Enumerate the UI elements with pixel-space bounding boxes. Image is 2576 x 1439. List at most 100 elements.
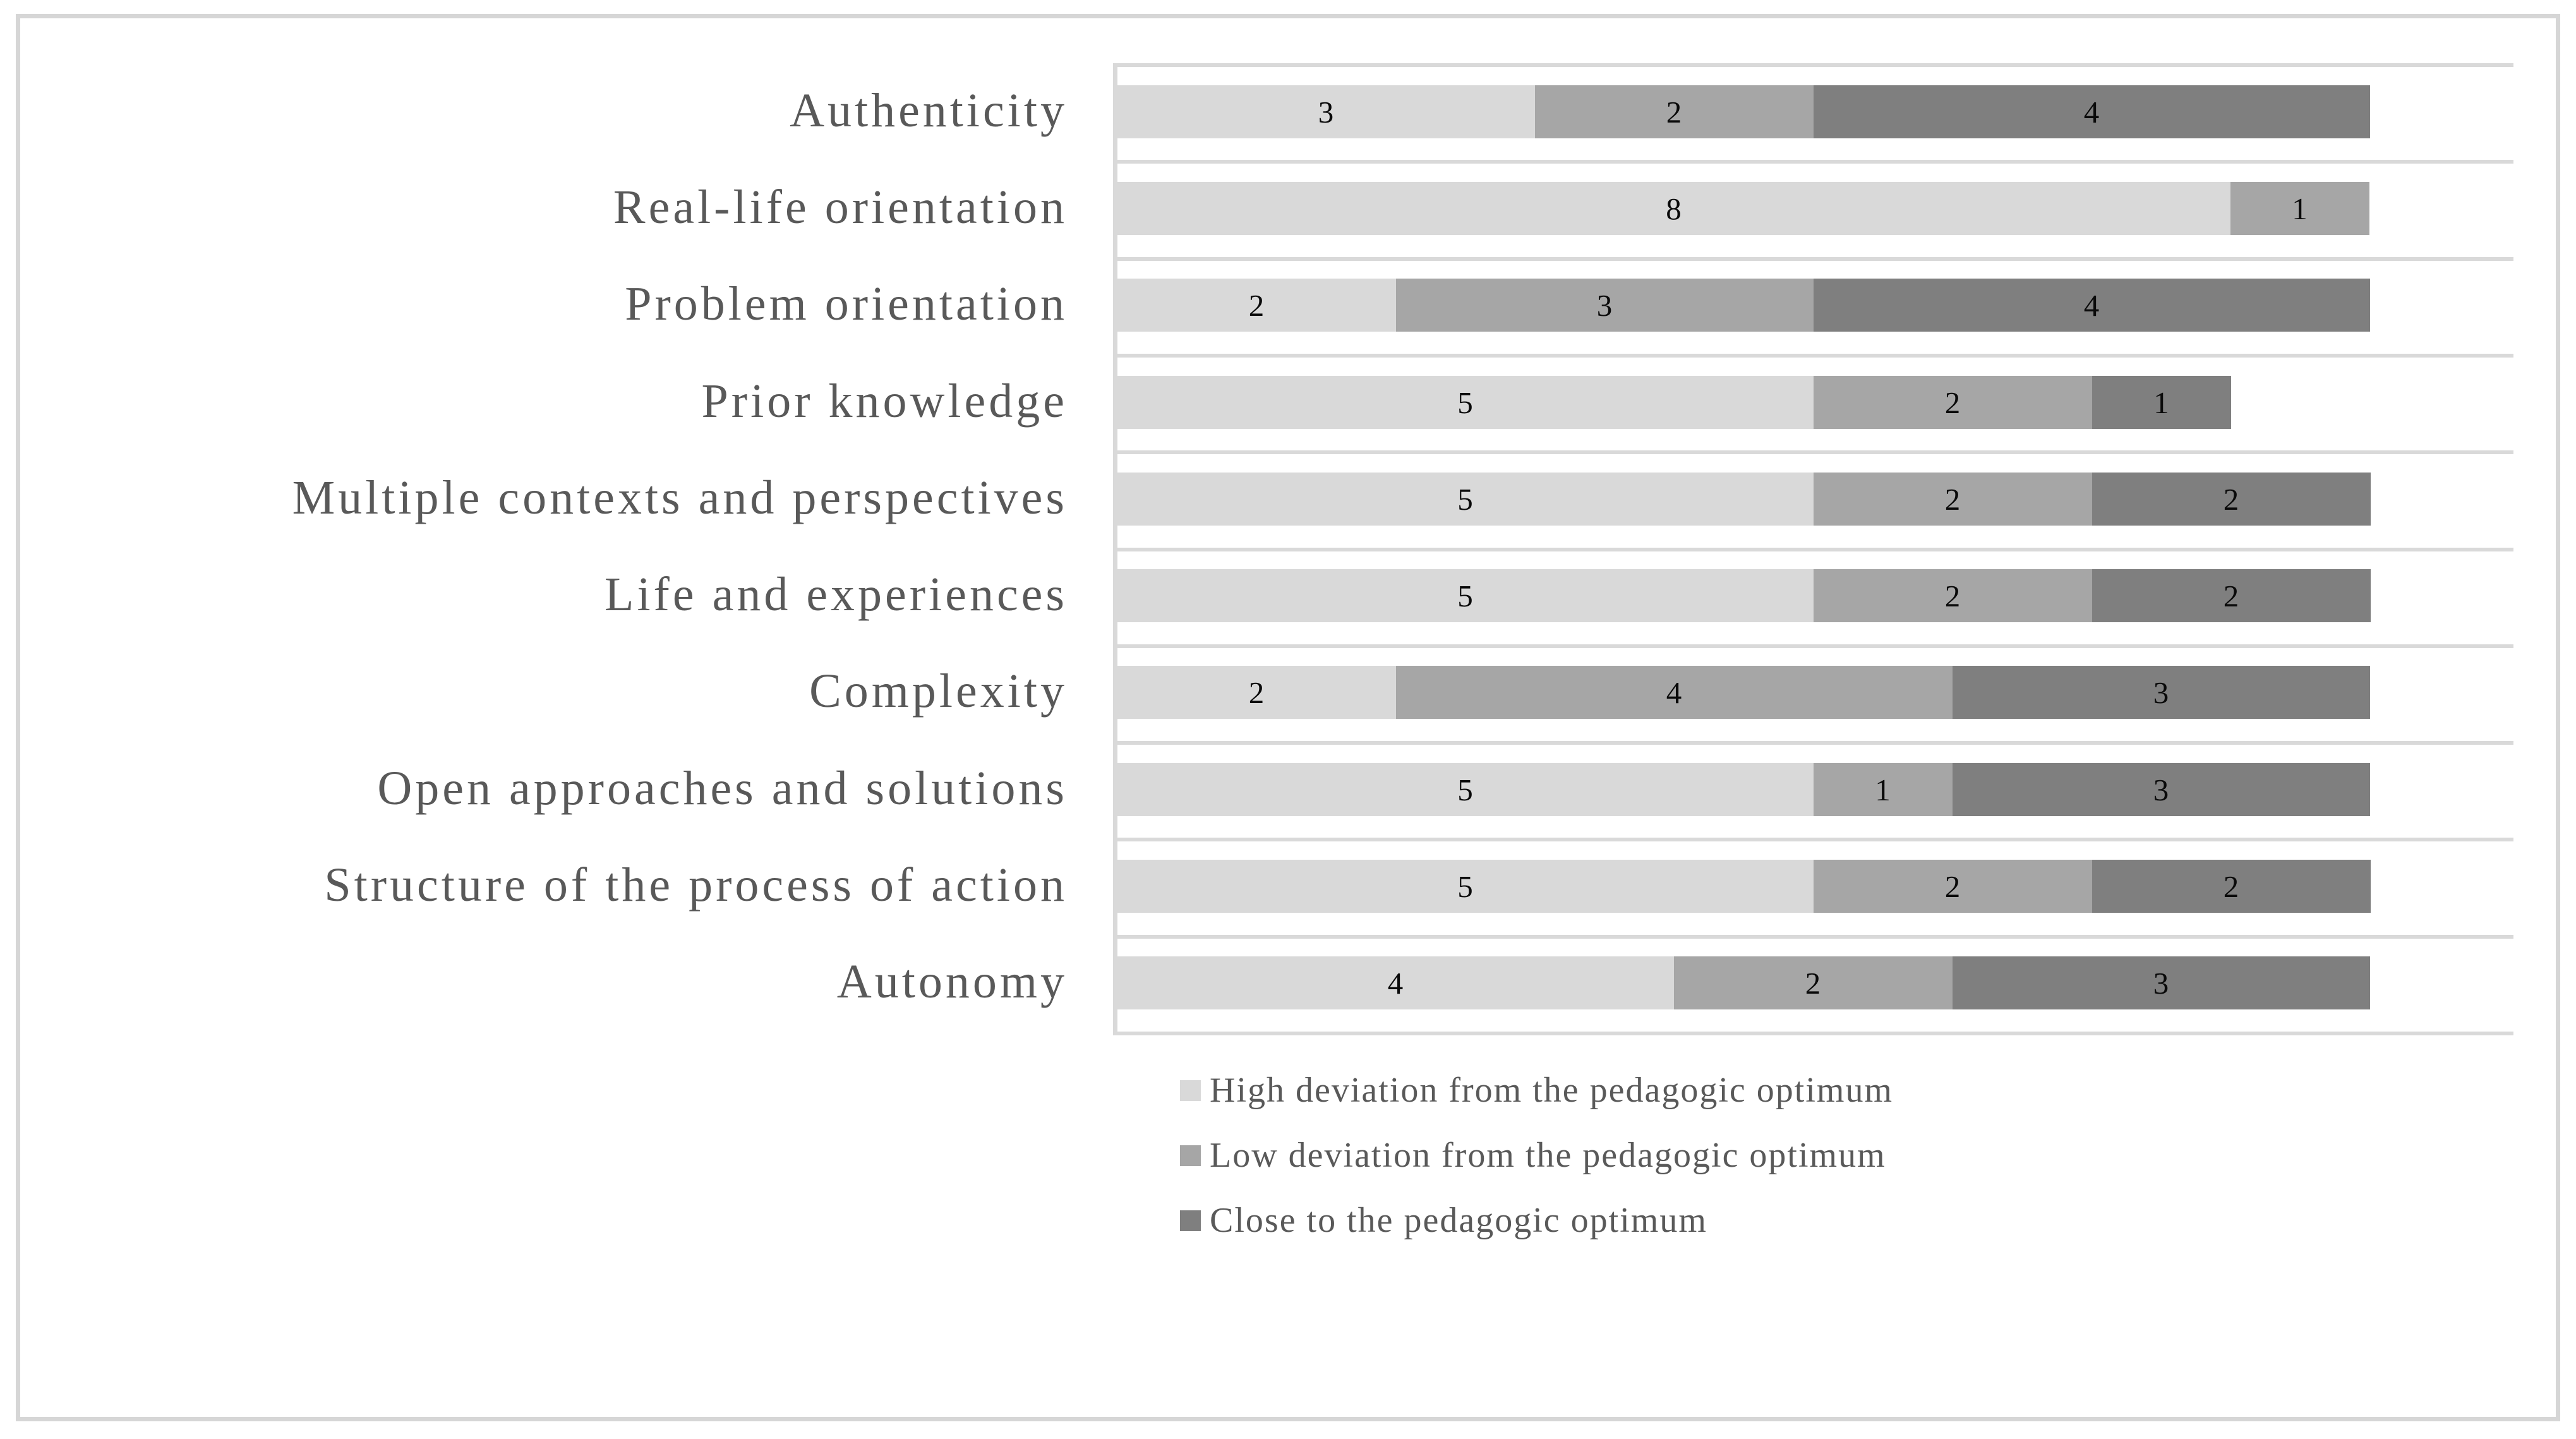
plot-gridline (1113, 838, 2513, 841)
stacked-bar: 5 2 2 (1117, 569, 2371, 622)
bar-value-label: 2 (1944, 481, 1961, 517)
category-label: Open approaches and solutions (377, 761, 1068, 815)
bar-value-label: 3 (2153, 772, 2170, 807)
bar-value-label: 4 (2083, 287, 2100, 323)
bar-segment: 2 (1814, 860, 2092, 913)
bar-value-label: 2 (1248, 675, 1265, 710)
bar-segment: 3 (1953, 763, 2370, 816)
bar-value-label: 5 (1457, 578, 1474, 613)
plot-gridline (1113, 548, 2513, 551)
stacked-bar: 5 1 3 (1117, 763, 2370, 816)
bar-segment: 4 (1117, 956, 1674, 1009)
bar-value-label: 2 (1805, 965, 1822, 1001)
bar-value-label: 2 (2223, 481, 2240, 517)
bar-value-label: 4 (2083, 94, 2100, 129)
category-label: Autonomy (836, 954, 1068, 1008)
plot-gridline (1113, 1032, 2513, 1035)
plot-gridline (1113, 354, 2513, 358)
bar-value-label: 3 (2153, 965, 2170, 1001)
bar-segment: 8 (1117, 182, 2230, 235)
bar-segment: 2 (2092, 860, 2371, 913)
stacked-bar: 2 4 3 (1117, 666, 2370, 719)
bar-value-label: 3 (1596, 287, 1613, 323)
bar-segment: 3 (1953, 666, 2370, 719)
bar-value-label: 5 (1457, 481, 1474, 517)
plot-gridline (1113, 257, 2513, 261)
stacked-bar: 4 2 3 (1117, 956, 2370, 1009)
bar-segment: 4 (1396, 666, 1953, 719)
category-label: Structure of the process of action (324, 858, 1068, 912)
stacked-bar: 5 2 1 (1117, 376, 2231, 429)
bar-value-label: 2 (2223, 578, 2240, 613)
category-label: Multiple contexts and perspectives (292, 471, 1068, 524)
bar-segment: 5 (1117, 860, 1814, 913)
bar-segment: 3 (1953, 956, 2370, 1009)
bar-segment: 2 (1814, 569, 2092, 622)
bar-segment: 2 (1814, 376, 2092, 429)
category-label: Prior knowledge (701, 374, 1068, 428)
bar-segment: 5 (1117, 376, 1814, 429)
plot-gridline (1113, 935, 2513, 939)
category-label: Authenticity (790, 83, 1068, 137)
bar-value-label: 5 (1457, 869, 1474, 904)
legend-item: Close to the pedagogic optimum (1180, 1200, 1707, 1241)
legend-item: Low deviation from the pedagogic optimum (1180, 1135, 1886, 1176)
stacked-bar: 3 2 4 (1117, 85, 2370, 138)
bar-segment: 4 (1814, 85, 2370, 138)
bar-segment: 5 (1117, 569, 1814, 622)
bar-value-label: 8 (1666, 191, 1682, 226)
bar-value-label: 1 (2292, 191, 2308, 226)
bar-segment: 3 (1396, 279, 1814, 332)
legend-label: High deviation from the pedagogic optimu… (1210, 1071, 1894, 1110)
bar-value-label: 5 (1457, 772, 1474, 807)
stacked-bar: 2 3 4 (1117, 279, 2370, 332)
plot-gridline (1113, 450, 2513, 454)
stacked-bar: 5 2 2 (1117, 473, 2371, 526)
bar-segment: 2 (2092, 473, 2371, 526)
bar-segment: 3 (1117, 85, 1535, 138)
legend-label: Low deviation from the pedagogic optimum (1210, 1136, 1886, 1175)
bar-value-label: 3 (1318, 94, 1335, 129)
category-label: Life and experiences (605, 567, 1068, 621)
bar-segment: 1 (2092, 376, 2231, 429)
y-axis-line (1113, 63, 1117, 1035)
category-label: Problem orientation (625, 277, 1068, 330)
bar-segment: 2 (2092, 569, 2371, 622)
bar-value-label: 1 (1875, 772, 1891, 807)
bar-value-label: 4 (1666, 675, 1683, 710)
bar-value-label: 2 (1944, 578, 1961, 613)
stacked-bar: 5 2 2 (1117, 860, 2371, 913)
bar-segment: 2 (1674, 956, 1953, 1009)
bar-value-label: 3 (2153, 675, 2170, 710)
bar-segment: 2 (1117, 279, 1396, 332)
plot-gridline (1113, 741, 2513, 745)
bar-value-label: 2 (1248, 287, 1265, 323)
legend-swatch (1180, 1145, 1201, 1166)
bar-segment: 1 (1814, 763, 1953, 816)
bar-value-label: 2 (1944, 869, 1961, 904)
plot-gridline (1113, 63, 2513, 67)
category-label: Real-life orientation (613, 180, 1068, 234)
plot-gridline (1113, 160, 2513, 164)
legend-swatch (1180, 1210, 1201, 1231)
bar-value-label: 2 (2223, 869, 2240, 904)
bar-segment: 4 (1814, 279, 2370, 332)
bar-segment: 2 (1814, 473, 2092, 526)
bar-value-label: 2 (1666, 94, 1683, 129)
bar-segment: 2 (1117, 666, 1396, 719)
legend-swatch (1180, 1080, 1201, 1101)
bar-segment: 5 (1117, 763, 1814, 816)
bar-segment: 2 (1535, 85, 1814, 138)
bar-segment: 5 (1117, 473, 1814, 526)
bar-value-label: 2 (1944, 385, 1961, 420)
bar-value-label: 4 (1387, 965, 1404, 1001)
legend-label: Close to the pedagogic optimum (1210, 1201, 1707, 1240)
bar-value-label: 5 (1457, 385, 1474, 420)
bar-segment: 1 (2230, 182, 2369, 235)
legend-item: High deviation from the pedagogic optimu… (1180, 1070, 1893, 1111)
bar-value-label: 1 (2153, 385, 2170, 420)
category-label: Complexity (809, 664, 1068, 718)
plot-gridline (1113, 644, 2513, 648)
